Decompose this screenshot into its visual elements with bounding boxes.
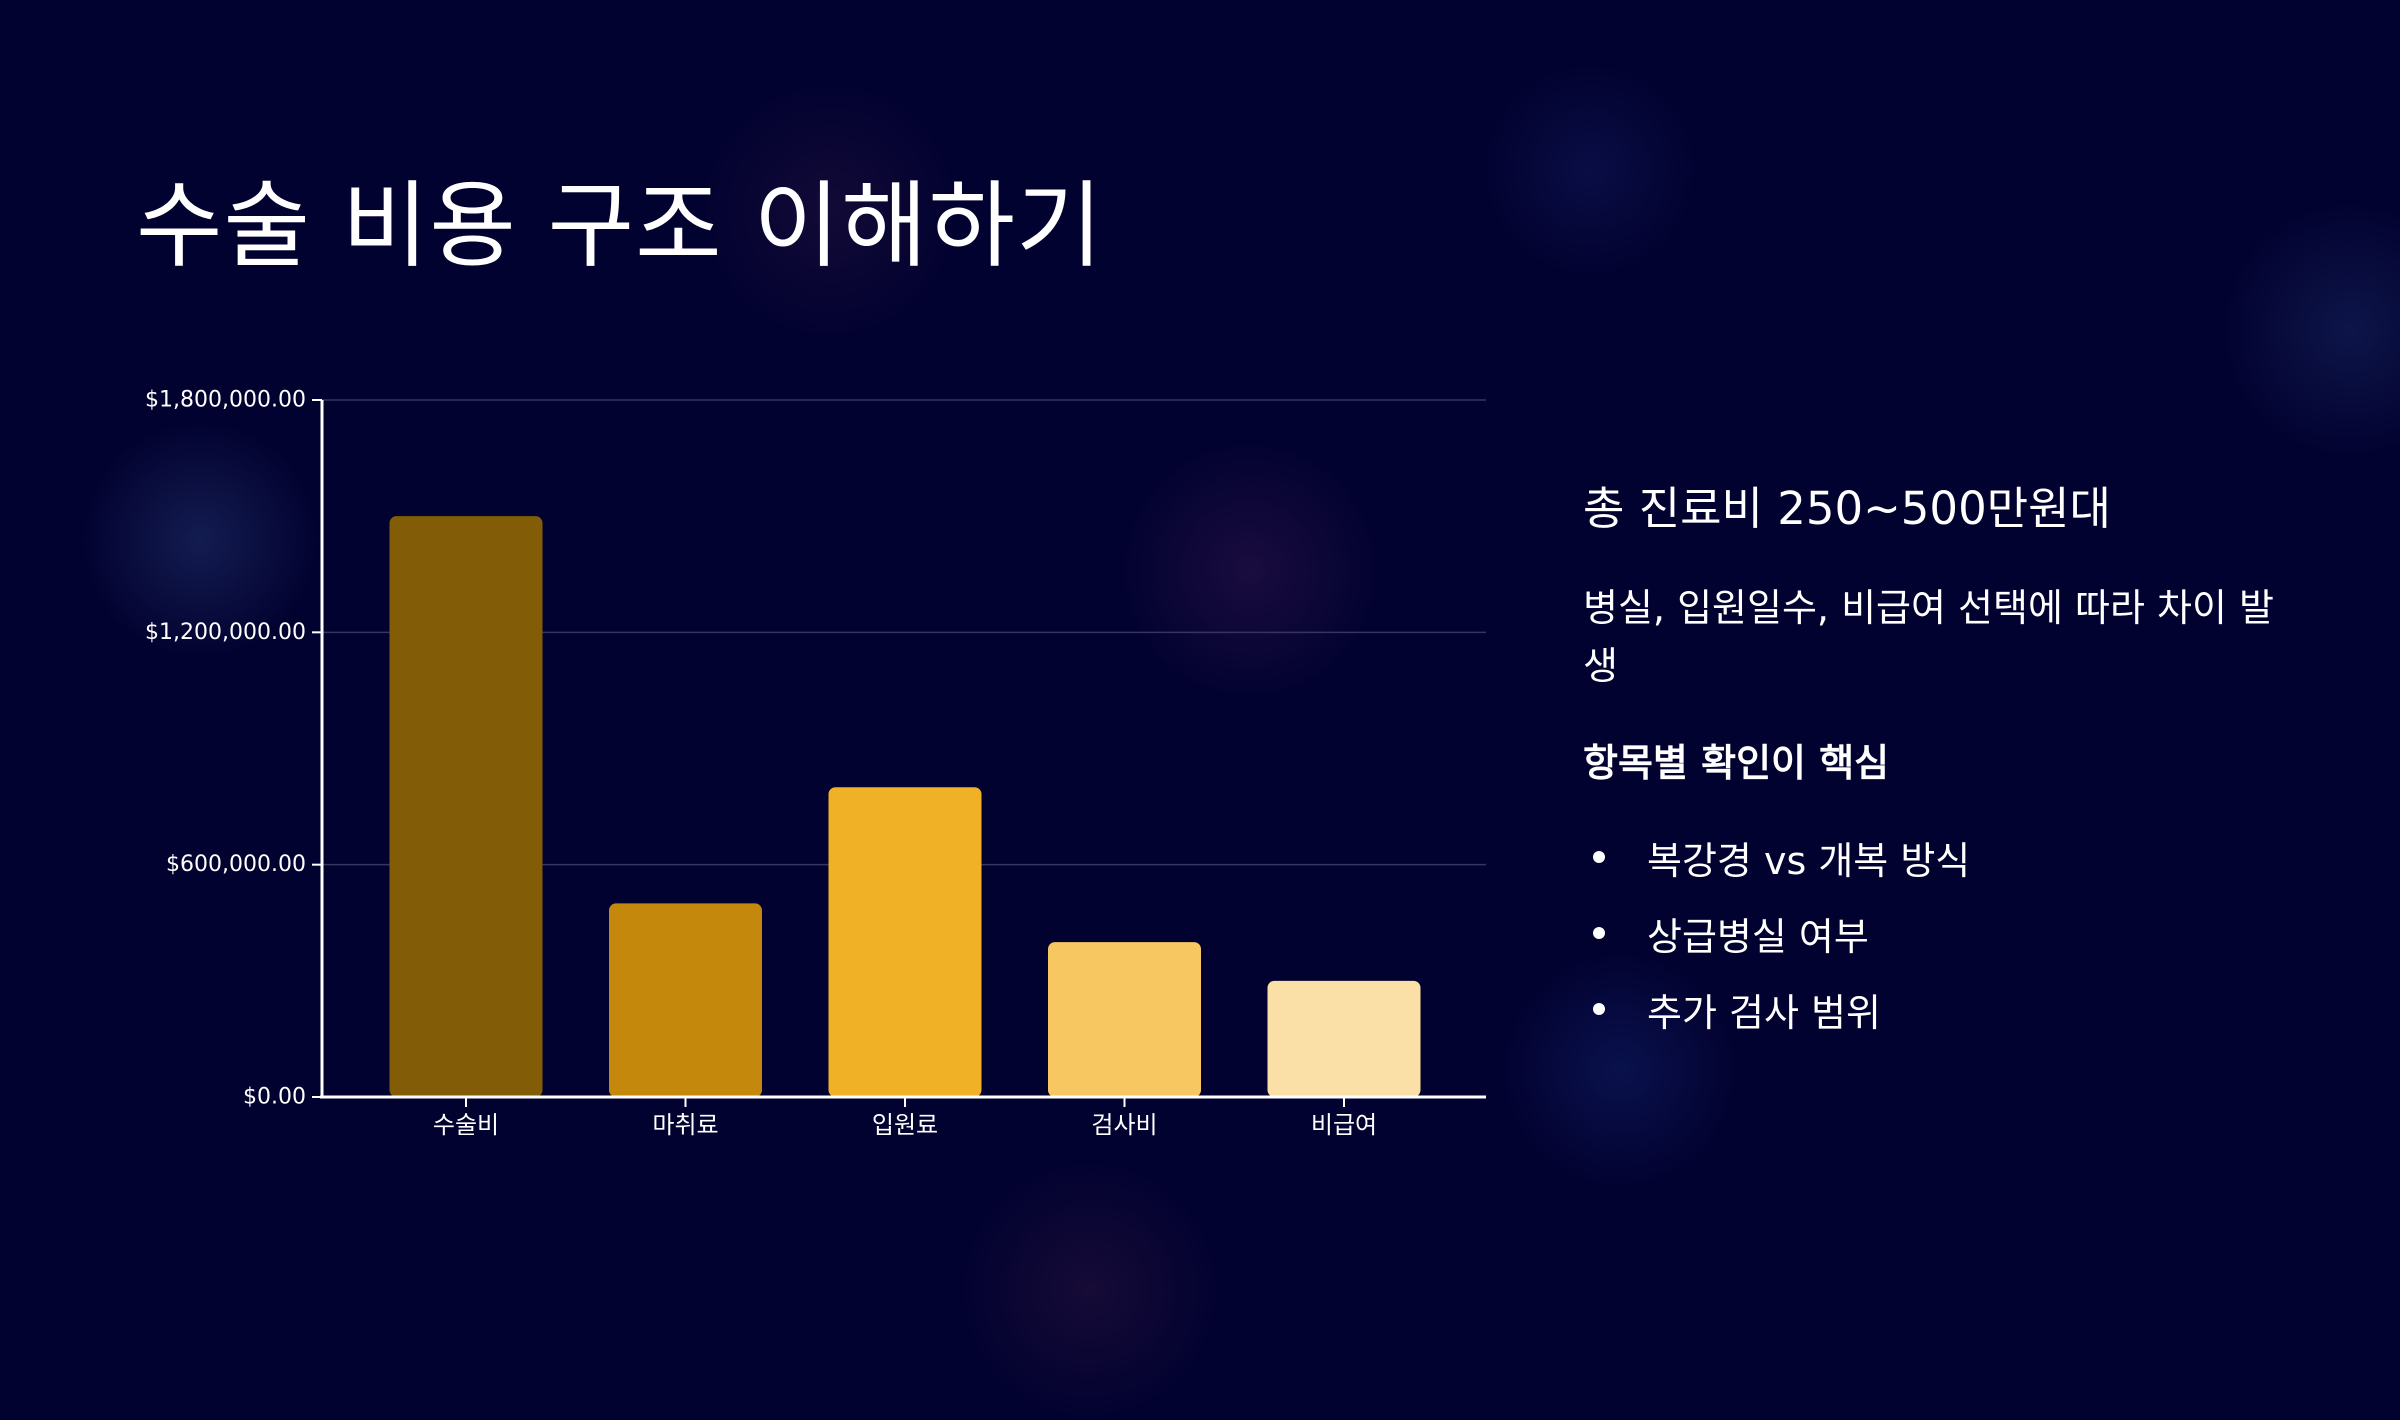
bar-4	[1048, 942, 1201, 1097]
axes	[320, 400, 1486, 1099]
x-tick-label: 비급여	[1311, 1111, 1377, 1139]
y-tick-label: $600,000.00	[166, 852, 306, 877]
cost-description: 병실, 입원일수, 비급여 선택에 따라 차이 발생	[1583, 585, 2274, 689]
cost-headline: 총 진료비 250~500만원대	[1583, 482, 2111, 535]
list-item: 복강경 vs 개복 방식	[1583, 819, 2283, 895]
bullet-icon	[1593, 927, 1605, 940]
y-tick-label: $1,800,000.00	[145, 388, 306, 413]
y-tick-label: $1,200,000.00	[145, 620, 306, 645]
bar-2	[609, 903, 762, 1097]
bars	[389, 516, 1421, 1097]
bullet-text: 추가 검사 범위	[1647, 990, 1881, 1035]
bullet-icon	[1593, 851, 1605, 864]
bullet-icon	[1593, 1003, 1605, 1016]
bar-5	[1267, 980, 1421, 1097]
bar-1	[389, 516, 543, 1097]
y-tick-label: $0.00	[243, 1085, 306, 1110]
y-tick-labels: $0.00 $600,000.00 $1,200,000.00 $1,800,000.…	[145, 388, 322, 1110]
list-item: 추가 검사 범위	[1583, 971, 2283, 1047]
x-tick-labels: 수술비 마취료 입원료 검사비 비급여	[433, 1097, 1377, 1139]
key-point: 항목별 확인이 핵심	[1583, 741, 1890, 786]
bullet-text: 상급병실 여부	[1647, 914, 1869, 959]
bar-chart: $0.00 $600,000.00 $1,200,000.00 $1,800,000.…	[145, 388, 1486, 1139]
x-tick-label: 마취료	[652, 1111, 718, 1139]
bullet-text: 복강경 vs 개복 방식	[1647, 838, 1971, 883]
x-tick-label: 수술비	[433, 1111, 499, 1139]
x-tick-label: 입원료	[872, 1111, 938, 1139]
bar-3	[828, 787, 982, 1097]
summary-panel: 총 진료비 250~500만원대 병실, 입원일수, 비급여 선택에 따라 차이…	[1583, 480, 2283, 1047]
list-item: 상급병실 여부	[1583, 895, 2283, 971]
slide-title: 수술 비용 구조 이해하기	[136, 172, 1104, 281]
bullet-list: 복강경 vs 개복 방식 상급병실 여부 추가 검사 범위	[1583, 819, 2283, 1047]
x-tick-label: 검사비	[1091, 1111, 1157, 1139]
